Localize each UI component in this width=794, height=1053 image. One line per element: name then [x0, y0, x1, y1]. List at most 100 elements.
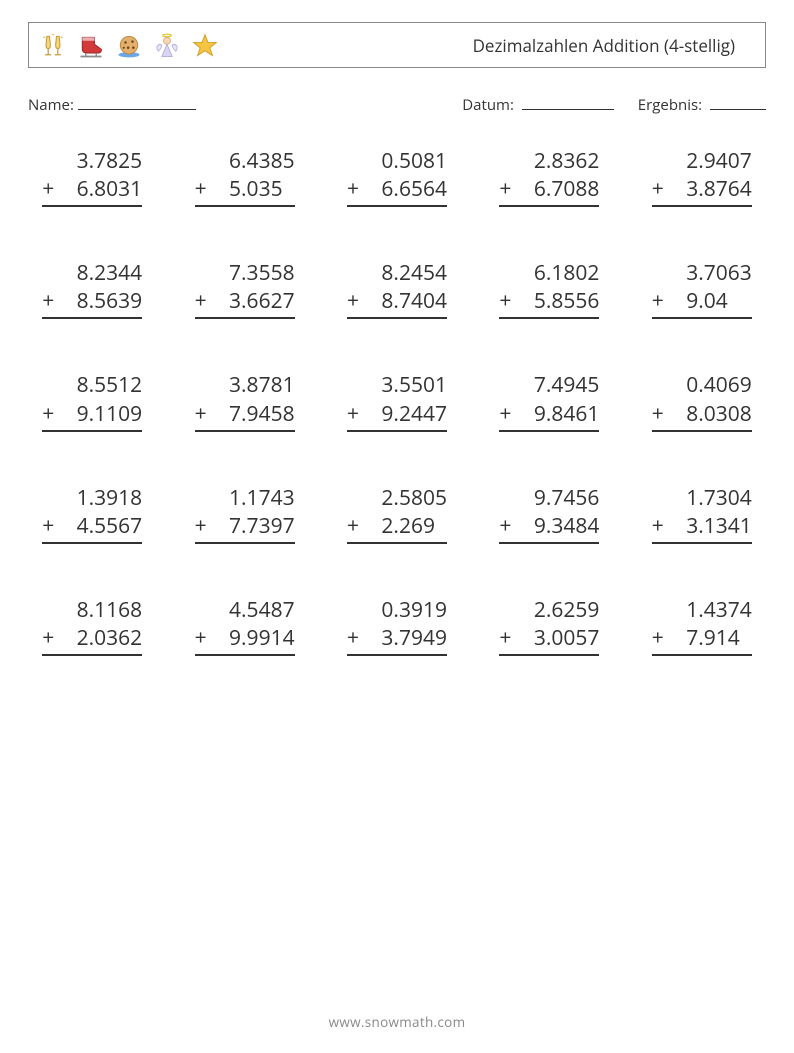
addition-problem: 8.5512+9.1109 — [28, 371, 156, 431]
addend-bottom: 8.7404 — [363, 287, 447, 315]
addend-top: 2.5805 — [347, 484, 447, 512]
plus-operator: + — [499, 287, 515, 315]
champagne-glasses-icon — [39, 30, 67, 60]
addend-top: 9.7456 — [499, 484, 599, 512]
addend-bottom-row: +8.5639 — [42, 287, 142, 315]
addition-problem: 3.8781+7.9458 — [180, 371, 308, 431]
addend-top: 6.4385 — [195, 147, 295, 175]
sum-rule — [652, 317, 752, 319]
addition-problem: 2.8362+6.7088 — [485, 147, 613, 207]
sum-rule — [195, 317, 295, 319]
addend-bottom-row: +6.7088 — [499, 175, 599, 203]
addend-top: 1.4374 — [652, 596, 752, 624]
sum-rule — [195, 654, 295, 656]
addend-top: 4.5487 — [195, 596, 295, 624]
addend-bottom-row: +5.035 — [195, 175, 295, 203]
angel-icon — [153, 30, 181, 60]
addition-problem: 1.3918+4.5567 — [28, 484, 156, 544]
addend-bottom-row: +9.1109 — [42, 400, 142, 428]
addend-bottom: 5.035 — [211, 175, 295, 203]
addend-top: 2.6259 — [499, 596, 599, 624]
addition-problem: 0.3919+3.7949 — [333, 596, 461, 656]
addend-bottom: 3.1341 — [668, 512, 752, 540]
plus-operator: + — [652, 512, 668, 540]
sum-rule — [347, 430, 447, 432]
addend-bottom-row: +4.5567 — [42, 512, 142, 540]
addition-problem: 4.5487+9.9914 — [180, 596, 308, 656]
addend-bottom: 4.5567 — [58, 512, 142, 540]
sum-rule — [347, 542, 447, 544]
addend-bottom: 7.7397 — [211, 512, 295, 540]
result-blank[interactable] — [710, 94, 766, 110]
addend-top: 3.8781 — [195, 371, 295, 399]
addition-problem: 3.7825+6.8031 — [28, 147, 156, 207]
addend-bottom-row: +6.6564 — [347, 175, 447, 203]
addend-top: 2.8362 — [499, 147, 599, 175]
footer-text: www.snowmath.com — [0, 1013, 794, 1031]
sum-rule — [499, 654, 599, 656]
addition-problem: 6.1802+5.8556 — [485, 259, 613, 319]
addition-problem: 1.7304+3.1341 — [638, 484, 766, 544]
sum-rule — [195, 205, 295, 207]
addend-top: 6.1802 — [499, 259, 599, 287]
addition-problem: 0.5081+6.6564 — [333, 147, 461, 207]
addend-bottom: 9.04 — [668, 287, 752, 315]
date-blank[interactable] — [522, 94, 614, 110]
addition-problem: 2.5805+2.269 — [333, 484, 461, 544]
plus-operator: + — [499, 175, 515, 203]
addition-problem: 8.2344+8.5639 — [28, 259, 156, 319]
addend-bottom: 6.7088 — [515, 175, 599, 203]
addend-top: 1.1743 — [195, 484, 295, 512]
addend-bottom: 6.6564 — [363, 175, 447, 203]
sum-rule — [652, 430, 752, 432]
plus-operator: + — [347, 175, 363, 203]
plus-operator: + — [652, 175, 668, 203]
sum-rule — [347, 317, 447, 319]
problems-grid: 3.7825+6.80316.4385+5.035 0.5081+6.65642… — [28, 147, 766, 657]
addition-problem: 1.4374+7.914 — [638, 596, 766, 656]
addition-problem: 0.4069+8.0308 — [638, 371, 766, 431]
star-icon — [191, 30, 219, 60]
addition-problem: 8.1168+2.0362 — [28, 596, 156, 656]
addend-bottom: 3.0057 — [515, 624, 599, 652]
addend-bottom: 3.8764 — [668, 175, 752, 203]
addend-bottom-row: +8.0308 — [652, 400, 752, 428]
addend-bottom: 8.5639 — [58, 287, 142, 315]
addend-bottom: 3.7949 — [363, 624, 447, 652]
addend-bottom: 2.269 — [363, 512, 447, 540]
plus-operator: + — [42, 400, 58, 428]
addend-top: 8.1168 — [42, 596, 142, 624]
addition-problem: 6.4385+5.035 — [180, 147, 308, 207]
sum-rule — [195, 430, 295, 432]
addition-problem: 3.5501+9.2447 — [333, 371, 461, 431]
sum-rule — [42, 205, 142, 207]
plus-operator: + — [499, 512, 515, 540]
plus-operator: + — [652, 400, 668, 428]
worksheet-title: Dezimalzahlen Addition (4-stellig) — [473, 34, 751, 57]
addend-top: 3.5501 — [347, 371, 447, 399]
addition-problem: 2.6259+3.0057 — [485, 596, 613, 656]
sum-rule — [42, 542, 142, 544]
plus-operator: + — [347, 624, 363, 652]
sum-rule — [347, 205, 447, 207]
plus-operator: + — [195, 400, 211, 428]
name-blank[interactable] — [78, 94, 196, 110]
addend-top: 3.7825 — [42, 147, 142, 175]
sum-rule — [652, 654, 752, 656]
addend-bottom: 9.3484 — [515, 512, 599, 540]
addend-top: 1.7304 — [652, 484, 752, 512]
addend-top: 3.7063 — [652, 259, 752, 287]
sum-rule — [499, 542, 599, 544]
addend-bottom-row: +9.3484 — [499, 512, 599, 540]
addition-problem: 8.2454+8.7404 — [333, 259, 461, 319]
addend-bottom: 9.2447 — [363, 400, 447, 428]
addend-bottom-row: +5.8556 — [499, 287, 599, 315]
addition-problem: 7.4945+9.8461 — [485, 371, 613, 431]
addend-bottom: 9.1109 — [58, 400, 142, 428]
addend-bottom-row: +7.7397 — [195, 512, 295, 540]
fields-row: Name: Datum: Ergebnis: — [28, 94, 766, 115]
plus-operator: + — [195, 624, 211, 652]
cookie-icon — [115, 30, 143, 60]
addend-bottom-row: +3.1341 — [652, 512, 752, 540]
addend-top: 8.5512 — [42, 371, 142, 399]
